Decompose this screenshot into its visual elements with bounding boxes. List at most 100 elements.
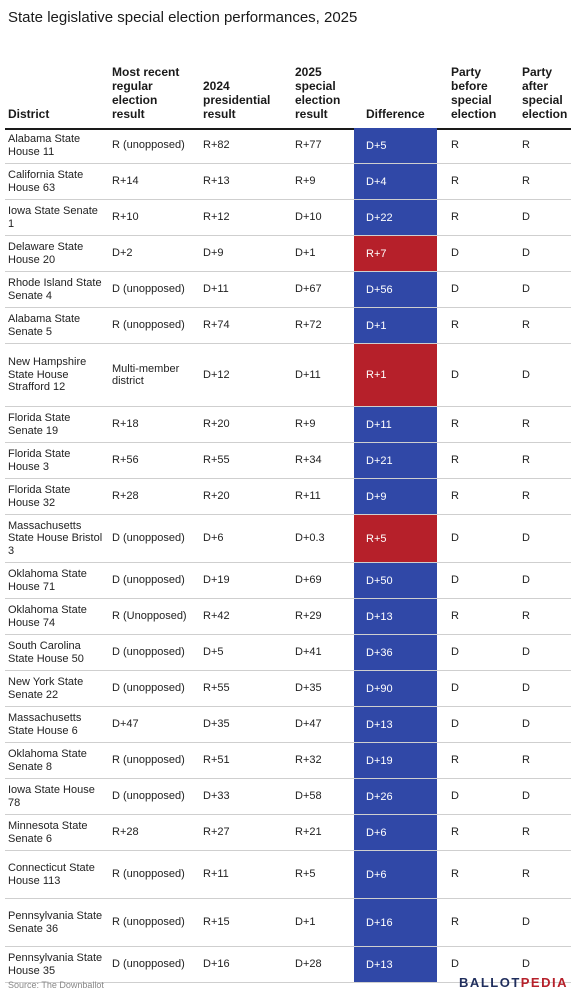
cell-presidential: R+55: [203, 682, 230, 695]
cell-special: R+29: [295, 610, 322, 623]
cell-difference: D+21: [354, 443, 437, 478]
cell-district: Florida State House 32: [8, 484, 71, 509]
cell-regular: R (unopposed): [112, 754, 185, 767]
cell-presidential: R+11: [203, 868, 229, 881]
cell-regular: R (unopposed): [112, 868, 185, 881]
cell-after: D: [522, 682, 530, 695]
cell-after: R: [522, 319, 530, 332]
cell-district: Oklahoma State Senate 8: [8, 748, 87, 773]
cell-difference: D+6: [354, 851, 437, 898]
cell-before: R: [451, 826, 459, 839]
cell-difference: R+7: [354, 236, 437, 271]
cell-presidential: D+6: [203, 532, 224, 545]
cell-difference: D+1: [354, 308, 437, 343]
logo-part1: BALLOT: [459, 975, 521, 990]
cell-after: R: [522, 175, 530, 188]
cell-after: R: [522, 826, 530, 839]
table-row: Pennsylvania State Senate 36 R (unopposed…: [5, 899, 571, 947]
cell-special: R+34: [295, 454, 322, 467]
cell-presidential: R+15: [203, 916, 230, 929]
cell-difference: D+9: [354, 479, 437, 514]
cell-district: Massachusetts State House 6: [8, 712, 82, 737]
cell-after: D: [522, 247, 530, 260]
cell-special: R+11: [295, 490, 321, 503]
cell-difference: D+50: [354, 563, 437, 598]
table-row: South Carolina State House 50 D (unoppose…: [5, 635, 571, 671]
cell-regular: R+28: [112, 826, 139, 839]
cell-difference: D+6: [354, 815, 437, 850]
cell-special: R+72: [295, 319, 322, 332]
cell-after: D: [522, 211, 530, 224]
cell-before: R: [451, 319, 459, 332]
cell-regular: R+10: [112, 211, 139, 224]
cell-difference: D+90: [354, 671, 437, 706]
cell-difference: D+16: [354, 899, 437, 946]
cell-after: R: [522, 610, 530, 623]
cell-special: D+41: [295, 646, 322, 659]
cell-district: Alabama State Senate 5: [8, 313, 81, 338]
cell-before: R: [451, 868, 459, 881]
cell-before: D: [451, 574, 459, 587]
cell-before: D: [451, 958, 459, 971]
cell-district: Alabama State House 11: [8, 133, 81, 158]
cell-district: Delaware State House 20: [8, 241, 84, 266]
cell-after: R: [522, 490, 530, 503]
header-presidential: 2024 presidential result: [203, 79, 271, 121]
table-row: Oklahoma State Senate 8 R (unopposed) R+51…: [5, 743, 571, 779]
cell-before: R: [451, 490, 459, 503]
cell-after: R: [522, 139, 530, 152]
table-row: Florida State Senate 19 R+18 R+20 R+9 R R D+11: [5, 407, 571, 443]
cell-regular: R (unopposed): [112, 139, 185, 152]
table-row: New York State Senate 22 D (unopposed) R+5…: [5, 671, 571, 707]
cell-special: D+0.3: [295, 532, 325, 545]
cell-difference: D+13: [354, 707, 437, 742]
cell-regular: D (unopposed): [112, 532, 185, 545]
cell-district: Connecticut State House 113: [8, 862, 95, 887]
cell-special: D+47: [295, 718, 322, 731]
cell-presidential: D+12: [203, 368, 230, 381]
cell-presidential: D+33: [203, 790, 230, 803]
cell-presidential: R+74: [203, 319, 230, 332]
cell-presidential: R+27: [203, 826, 230, 839]
cell-difference: R+1: [354, 344, 437, 406]
cell-after: D: [522, 718, 530, 731]
cell-before: D: [451, 283, 459, 296]
cell-presidential: D+9: [203, 247, 224, 260]
cell-presidential: R+51: [203, 754, 230, 767]
cell-regular: R (Unopposed): [112, 610, 187, 623]
cell-presidential: D+35: [203, 718, 230, 731]
cell-before: D: [451, 682, 459, 695]
cell-regular: R+18: [112, 418, 139, 431]
cell-district: Iowa State House 78: [8, 784, 95, 809]
cell-district: New York State Senate 22: [8, 676, 84, 701]
cell-after: R: [522, 454, 530, 467]
cell-after: D: [522, 916, 530, 929]
cell-regular: D (unopposed): [112, 574, 185, 587]
cell-before: D: [451, 718, 459, 731]
cell-special: R+32: [295, 754, 322, 767]
cell-district: South Carolina State House 50: [8, 640, 84, 665]
cell-difference: D+4: [354, 164, 437, 199]
cell-before: R: [451, 754, 459, 767]
source-note: Source: The Downballot: [8, 980, 104, 990]
cell-after: D: [522, 283, 530, 296]
cell-difference: D+36: [354, 635, 437, 670]
header-special: 2025 special election result: [295, 65, 341, 121]
cell-presidential: D+5: [203, 646, 224, 659]
cell-difference: D+5: [354, 128, 437, 163]
table-row: Florida State House 3 R+56 R+55 R+34 R R D+21: [5, 443, 571, 479]
cell-before: D: [451, 790, 459, 803]
cell-before: D: [451, 532, 459, 545]
cell-special: D+69: [295, 574, 322, 587]
cell-regular: D (unopposed): [112, 790, 185, 803]
cell-district: Massachusetts State House Bristol 3: [8, 519, 103, 557]
table-row: Pennsylvania State House 35 D (unopposed)…: [5, 947, 571, 983]
cell-special: D+35: [295, 682, 322, 695]
cell-district: Pennsylvania State House 35: [8, 952, 103, 977]
cell-special: D+1: [295, 247, 316, 260]
cell-presidential: R+55: [203, 454, 230, 467]
cell-difference: D+19: [354, 743, 437, 778]
page-title: State legislative special election perfo…: [8, 9, 358, 26]
table-row: Minnesota State Senate 6 R+28 R+27 R+21 R R D+…: [5, 815, 571, 851]
cell-regular: D (unopposed): [112, 958, 185, 971]
